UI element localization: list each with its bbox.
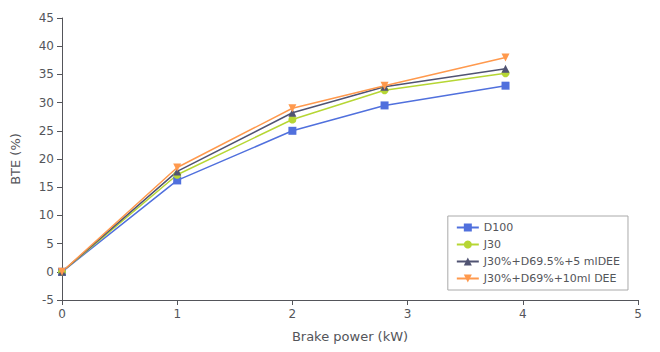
- svg-text:35: 35: [39, 67, 54, 81]
- svg-text:2: 2: [289, 307, 297, 321]
- svg-text:5: 5: [46, 237, 54, 251]
- svg-text:BTE (%): BTE (%): [8, 133, 23, 185]
- svg-text:J30%+D69.5%+5 mlDEE: J30%+D69.5%+5 mlDEE: [483, 255, 620, 268]
- svg-text:0: 0: [46, 265, 54, 279]
- svg-text:3: 3: [404, 307, 412, 321]
- svg-text:Brake power (kW): Brake power (kW): [292, 329, 408, 344]
- svg-text:0: 0: [58, 307, 66, 321]
- svg-text:-5: -5: [42, 293, 54, 307]
- svg-text:D100: D100: [484, 221, 513, 234]
- svg-text:45: 45: [39, 11, 54, 25]
- svg-text:J30%+D69%+10ml DEE: J30%+D69%+10ml DEE: [483, 272, 617, 285]
- svg-text:J30: J30: [483, 238, 501, 251]
- svg-text:15: 15: [39, 180, 54, 194]
- svg-text:1: 1: [173, 307, 181, 321]
- svg-text:40: 40: [39, 39, 54, 53]
- svg-text:30: 30: [39, 96, 54, 110]
- svg-text:5: 5: [634, 307, 642, 321]
- svg-text:20: 20: [39, 152, 54, 166]
- svg-text:4: 4: [519, 307, 527, 321]
- svg-text:10: 10: [39, 208, 54, 222]
- svg-text:25: 25: [39, 124, 54, 138]
